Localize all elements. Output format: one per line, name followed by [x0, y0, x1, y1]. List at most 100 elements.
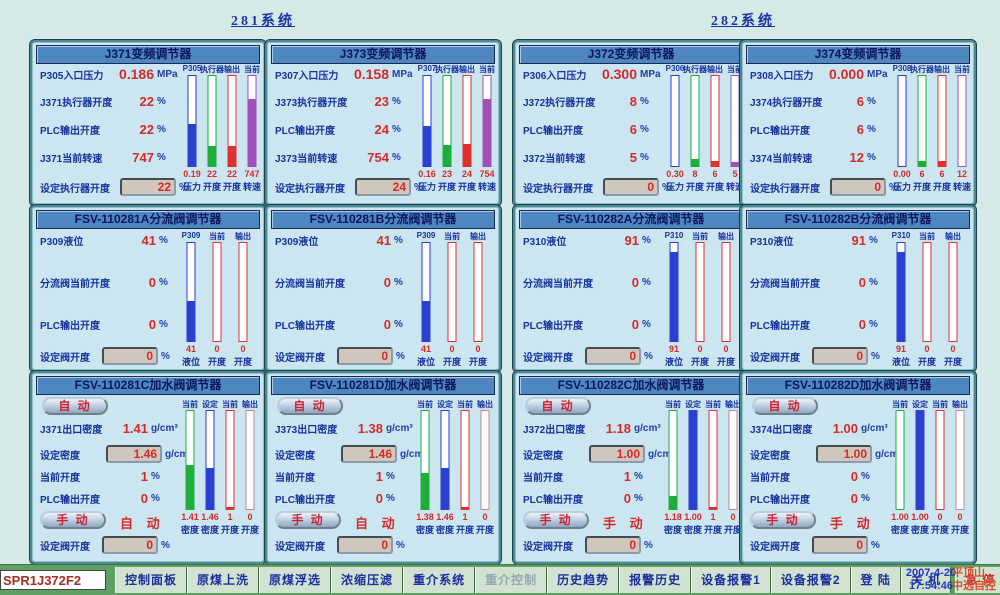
set-density-input[interactable]: 1.46 [341, 445, 397, 463]
row-value: 91 [851, 233, 866, 248]
taskbar-button-8[interactable]: 报警历史 [619, 567, 692, 593]
taskbar-button-11[interactable]: 登 陆 [850, 567, 901, 593]
row-value: 0.300 [601, 66, 637, 82]
set-density-input[interactable]: 1.00 [816, 445, 872, 463]
set-density-input[interactable]: 1.00 [589, 445, 645, 463]
bar-tube [695, 242, 705, 342]
taskbar-button-9[interactable]: 设备报警1 [691, 567, 771, 593]
taskbar-button-10[interactable]: 设备报警2 [770, 567, 851, 593]
bar-tube [922, 242, 932, 342]
data-row: J371执行器开度 22% [40, 94, 166, 110]
setpoint-input[interactable]: 0 [102, 536, 158, 554]
manual-mode-button[interactable]: 手 动 [40, 511, 106, 529]
bar-chart: P309 41 液位 当前 0 开度 输出 0 开度 [178, 231, 256, 367]
row-unit: % [642, 277, 651, 288]
set-density-input[interactable]: 1.46 [106, 445, 162, 463]
datetime-display: 2007-4-20 17:54:46 [896, 567, 966, 593]
setpoint-row: 设定执行器开度 22% [40, 178, 188, 196]
data-row: PLC输出开度 6% [523, 122, 649, 138]
bar-axis-label: 开度 [202, 182, 222, 192]
auto-mode-button[interactable]: 自 动 [752, 397, 818, 415]
bar-axis-label: 密度 [200, 525, 220, 535]
bar-axis-label: 密度 [415, 525, 435, 535]
row-label: PLC输出开度 [523, 495, 583, 506]
taskbar-button-3[interactable]: 原煤浮选 [259, 567, 332, 593]
setpoint-input[interactable]: 22 [120, 178, 176, 196]
row-value: 0 [631, 275, 639, 290]
taskbar-button-6[interactable]: 重介控制 [475, 567, 548, 593]
taskbar-button-7[interactable]: 历史趋势 [547, 567, 620, 593]
data-row: 设定密度 1.46 g/cm³ [40, 445, 192, 463]
bar-fill [208, 146, 216, 166]
bar-header: 当前 [209, 232, 225, 241]
bar-column: 输出 0 开度 [713, 231, 739, 367]
auto-mode-button[interactable]: 自 动 [277, 397, 343, 415]
row-label: P309液位 [275, 237, 319, 248]
setpoint-input[interactable]: 0 [812, 347, 868, 365]
setpoint-input[interactable]: 0 [830, 178, 886, 196]
bar-axis-label: 开度 [240, 525, 260, 535]
setpoint-input[interactable]: 0 [337, 347, 393, 365]
bar-value: 23 [441, 169, 453, 179]
bar-chart: P309 41 液位 当前 0 开度 输出 0 开度 [413, 231, 491, 367]
setpoint-label: 设定阀开度 [275, 541, 325, 553]
row-label: J373出口密度 [275, 425, 338, 436]
bar-tube [935, 410, 945, 510]
bar-fill [443, 145, 451, 166]
taskbar-button-13[interactable]: 急 停 [955, 567, 1000, 593]
bar-column: 当前 12 转速 [952, 64, 972, 192]
bar-tube [688, 410, 698, 510]
panel-title: FSV-110282A分流阀调节器 [519, 210, 743, 229]
taskbar-button-5[interactable]: 重介系统 [403, 567, 476, 593]
bar-fill [186, 464, 194, 509]
setpoint-label: 设定阀开度 [523, 541, 573, 553]
bar-column: 设定 1.46 密度 [435, 399, 455, 535]
bar-header: 输出 [477, 400, 493, 409]
bar-column: 输出 0 开度 [475, 399, 495, 535]
bar-tube [668, 410, 678, 510]
taskbar-button-2[interactable]: 原煤上洗 [187, 567, 260, 593]
bar-value: 0 [475, 344, 481, 354]
row-unit: % [157, 96, 166, 107]
bar-tube [422, 75, 432, 167]
setpoint-input[interactable]: 0 [102, 347, 158, 365]
bar-column: 输出 0 开度 [240, 399, 260, 535]
row-value: 0 [383, 317, 391, 332]
taskbar-button-1[interactable]: 控制面板 [115, 567, 188, 593]
manual-mode-button[interactable]: 手 动 [750, 511, 816, 529]
setpoint-input[interactable]: 24 [355, 178, 411, 196]
row-value: 24 [374, 122, 389, 137]
taskbar-button-4[interactable]: 浓缩压滤 [331, 567, 404, 593]
bar-column: P310 91 液位 [888, 231, 914, 367]
setpoint-input[interactable]: 0 [585, 347, 641, 365]
bar-value: 0 [957, 512, 963, 522]
bar-fill [187, 300, 195, 341]
row-unit: % [151, 471, 160, 482]
bar-axis-label: 开度 [705, 182, 725, 192]
auto-mode-button[interactable]: 自 动 [42, 397, 108, 415]
panel-title: FSV-110281D加水阀调节器 [271, 376, 495, 395]
bar-header: 设定 [912, 400, 928, 409]
bar-value: 0 [924, 344, 930, 354]
bar-axis-label: 转速 [477, 182, 497, 192]
row-label: 分流阀当前开度 [40, 279, 110, 290]
bar-tube [473, 242, 483, 342]
regulator-panel: J371变频调节器 P305入口压力 0.186 MPa J371执行器开度 22% PLC… [29, 39, 267, 207]
auto-mode-button[interactable]: 自 动 [525, 397, 591, 415]
regulator-panel: FSV-110282C加水阀调节器自 动 J372出口密度 1.18 g/cm³ 设定密… [512, 370, 750, 565]
bar-tube [897, 75, 907, 167]
data-row: J374当前转速 12% [750, 150, 876, 166]
manual-mode-button[interactable]: 手 动 [275, 511, 341, 529]
bar-value: 0.00 [893, 169, 911, 179]
row-value: 754 [367, 150, 389, 165]
manual-mode-button[interactable]: 手 动 [523, 511, 589, 529]
setpoint-input[interactable]: 0 [603, 178, 659, 196]
setpoint-input[interactable]: 0 [585, 536, 641, 554]
bar-fill [711, 160, 719, 166]
taskbar-button-12[interactable]: 关 机 [900, 567, 952, 593]
tag-name-input[interactable] [0, 570, 106, 590]
bar-column: P310 91 液位 [661, 231, 687, 367]
bar-chart: P307 0.16 压力 执行器 23 开度 输出 24 开度 当前 754 转速 [417, 64, 497, 192]
setpoint-input[interactable]: 0 [337, 536, 393, 554]
setpoint-input[interactable]: 0 [812, 536, 868, 554]
